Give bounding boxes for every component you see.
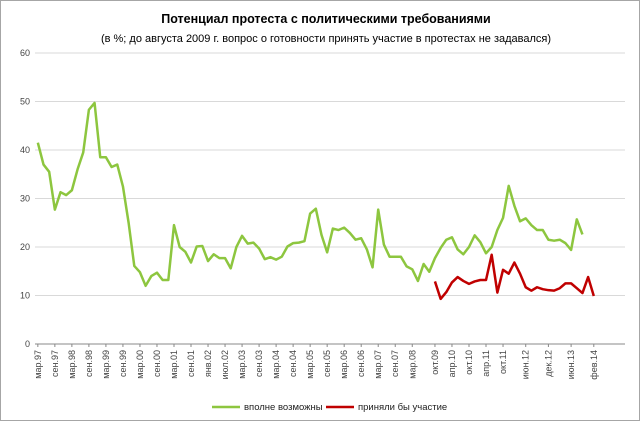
x-tick-label: мар.98 [67, 350, 77, 379]
x-tick-label: июн.13 [566, 350, 576, 379]
x-tick-label: сен.97 [50, 350, 60, 377]
y-tick-label: 40 [20, 145, 30, 155]
series-line-0 [36, 101, 584, 288]
x-tick-label: мар.03 [237, 350, 247, 379]
y-tick-label: 60 [20, 48, 30, 58]
x-axis-ticks: мар.97 сен.97 мар.98 сен.98 мар.99 сен.99 мар.… [33, 344, 599, 380]
x-tick-label: сен.03 [254, 350, 264, 377]
x-tick-label: янв.02 [203, 350, 213, 377]
x-tick-label: сен.05 [322, 350, 332, 377]
x-tick-label: окт.11 [498, 350, 508, 374]
x-tick-label: окт.10 [464, 350, 474, 375]
x-tick-label: мар.97 [33, 350, 43, 379]
legend: вполне возможны приняли бы участие [212, 402, 447, 413]
y-tick-label: 10 [20, 291, 30, 301]
chart-subtitle: (в %; до августа 2009 г. вопрос о готовн… [101, 33, 551, 45]
x-tick-label: окт.09 [430, 350, 440, 375]
y-axis-ticks: 0 10 20 30 40 50 60 [20, 48, 30, 349]
x-tick-label: мар.99 [101, 350, 111, 379]
x-tick-label: сен.04 [288, 350, 298, 377]
x-tick-label: мар.07 [373, 350, 383, 379]
x-tick-label: мар.05 [305, 350, 315, 379]
x-tick-label: сен.01 [186, 350, 196, 377]
x-tick-label: июн.12 [521, 350, 531, 379]
y-tick-label: 30 [20, 194, 30, 204]
series-lines [36, 101, 595, 301]
gridlines [35, 52, 625, 296]
legend-label-series-1: приняли бы участие [358, 402, 447, 413]
x-tick-label: мар.00 [135, 350, 145, 379]
x-tick-label: сен.99 [118, 350, 128, 377]
x-tick-label: мар.08 [407, 350, 417, 379]
y-tick-label: 50 [20, 97, 30, 107]
x-tick-label: мар.01 [169, 350, 179, 379]
legend-label-series-0: вполне возможны [244, 402, 323, 413]
x-tick-label: июл.02 [220, 350, 230, 379]
x-tick-label: мар.04 [271, 350, 281, 379]
x-tick-label: дек.12 [543, 350, 553, 377]
x-tick-label: сен.00 [152, 350, 162, 377]
x-tick-label: апр.10 [447, 350, 457, 377]
x-tick-label: сен.98 [84, 350, 94, 377]
series-line-1 [433, 253, 595, 301]
y-tick-label: 20 [20, 242, 30, 252]
chart-title: Потенциал протеста с политическими требо… [161, 12, 491, 26]
x-tick-label: сен.06 [356, 350, 366, 377]
y-tick-label: 0 [25, 339, 30, 349]
x-tick-label: фев.14 [589, 350, 599, 380]
x-tick-label: сен.07 [390, 350, 400, 377]
x-tick-label: апр.11 [481, 350, 491, 377]
x-tick-label: мар.06 [339, 350, 349, 379]
